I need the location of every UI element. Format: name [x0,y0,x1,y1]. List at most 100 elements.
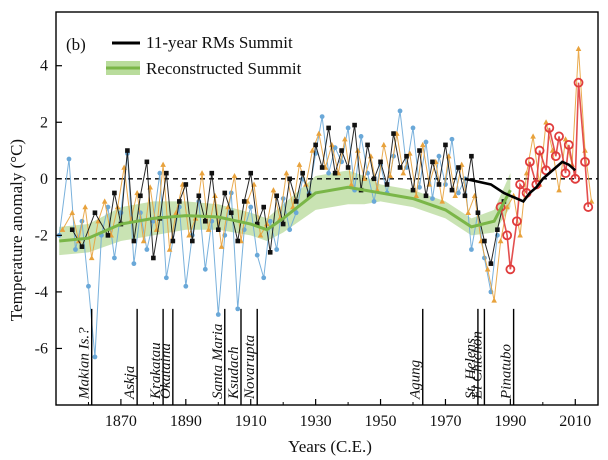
series-point-station-series-c [371,176,377,182]
volcano-label: St. Helens [463,338,479,399]
series-point-station-series-c [417,148,422,153]
series-point-station-series-c [430,159,435,165]
series-point-station-series-a [261,275,267,281]
volcano-label: El Chichon [469,331,485,400]
series-point-station-series-b [199,170,205,176]
series-point-station-series-c [488,261,494,266]
series-point-station-series-c [352,122,357,128]
series-point-station-series-b [101,198,108,204]
x-tick-label: 1910 [235,413,267,430]
series-point-station-series-b [387,172,394,179]
series-point-station-series-a [267,218,273,224]
series-point-station-series-b [439,198,446,204]
series-point-station-series-c [177,199,182,204]
series-point-station-series-c [462,193,468,199]
series-point-station-series-c [222,190,228,196]
series-point-station-series-b [575,45,582,51]
series-point-station-series-c [319,165,325,170]
series-point-station-series-d [550,151,561,162]
series-point-station-series-c [190,238,195,244]
volcano-label: Okataina [158,343,174,399]
series-point-station-series-c [332,170,338,176]
series-point-station-series-b [342,136,348,142]
series-point-station-series-d [515,179,526,190]
series-point-station-series-a [144,247,150,252]
x-axis-title: Years (C.E.) [288,437,372,456]
series-point-station-series-c [164,170,169,176]
series-point-station-series-b [166,246,173,252]
legend-label-rms: 11-year RMs Summit [146,33,293,52]
series-point-station-series-c [183,182,189,187]
series-point-station-series-b [218,243,225,249]
series-point-station-series-b [517,232,523,238]
series-point-station-series-c [365,142,370,148]
panel-label: (b) [66,35,86,54]
series-point-station-series-a [358,134,364,139]
series-point-station-series-c [209,170,215,176]
series-point-station-series-a [456,190,461,196]
series-point-station-series-b [497,238,504,244]
series-point-station-series-c [443,142,448,148]
series-point-station-series-c [475,210,481,216]
series-point-station-series-c [449,187,455,193]
series-point-station-series-c [482,238,487,244]
series-point-station-series-c [404,153,409,159]
series-point-station-series-d [573,77,584,88]
series-point-station-series-d [524,156,535,167]
series-point-station-series-b [257,232,264,238]
y-tick-label: 0 [40,171,48,188]
series-point-station-series-a [430,196,435,202]
series-point-station-series-d [563,139,574,150]
series-point-station-series-b [88,254,95,261]
series-point-station-series-b [556,187,562,193]
series-point-station-series-c [280,221,286,227]
series-line-station-series-a [58,110,498,357]
series-point-station-series-c [248,170,254,176]
series-point-station-series-c [300,170,305,176]
series-point-station-series-c [313,142,318,148]
series-point-station-series-d [580,156,590,167]
series-point-station-series-b [329,141,335,148]
series-point-station-series-c [69,227,75,233]
series-point-station-series-b [582,147,588,153]
series-point-station-series-d [502,230,513,241]
series-point-station-series-b [309,147,316,153]
series-point-station-series-c [326,125,331,131]
series-point-station-series-a [410,125,416,131]
series-point-station-series-b [160,161,166,167]
series-point-station-series-c [397,165,403,170]
x-tick-label: 1890 [170,413,202,430]
series-point-station-series-a [183,283,189,289]
volcano-label: Novarupta [242,335,258,400]
series-point-station-series-d [511,216,522,227]
series-point-station-series-a [319,114,325,120]
series-point-station-series-b [504,204,510,210]
series-point-station-series-c [105,233,111,238]
series-point-station-series-a [345,125,351,131]
series-point-station-series-a [248,204,254,210]
volcano-label: Krakatau [148,342,164,400]
series-point-station-series-a [287,227,293,233]
x-tick-label: 1930 [300,413,332,430]
series-point-station-series-a [92,354,98,360]
series-point-station-series-c [339,148,344,153]
plot-frame [55,11,599,406]
series-point-station-series-a [86,283,91,289]
series-point-station-series-c [495,227,500,233]
series-point-station-series-c [131,238,137,244]
series-point-station-series-b [530,133,536,139]
x-tick-label: 1970 [429,413,461,430]
series-point-station-series-c [345,165,351,170]
series-point-station-series-b [316,130,322,136]
volcano-label: Pinatubo [499,344,515,400]
series-point-station-series-b [380,141,387,148]
series-point-station-series-c [423,193,429,199]
series-point-station-series-a [105,204,111,210]
series-point-station-series-d [505,264,516,275]
series-point-station-series-b [543,119,549,125]
series-point-station-series-b [69,209,76,215]
series-point-station-series-b [491,297,497,303]
series-point-station-series-a [254,252,260,258]
